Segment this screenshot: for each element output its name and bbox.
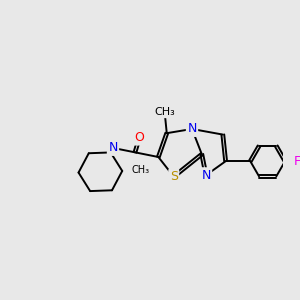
Text: O: O — [134, 131, 144, 144]
Text: S: S — [170, 170, 178, 183]
Text: N: N — [201, 169, 211, 182]
Text: N: N — [187, 122, 197, 136]
Text: F: F — [293, 155, 300, 168]
Text: CH₃: CH₃ — [131, 165, 149, 175]
Text: N: N — [108, 141, 118, 154]
Text: CH₃: CH₃ — [154, 107, 175, 117]
